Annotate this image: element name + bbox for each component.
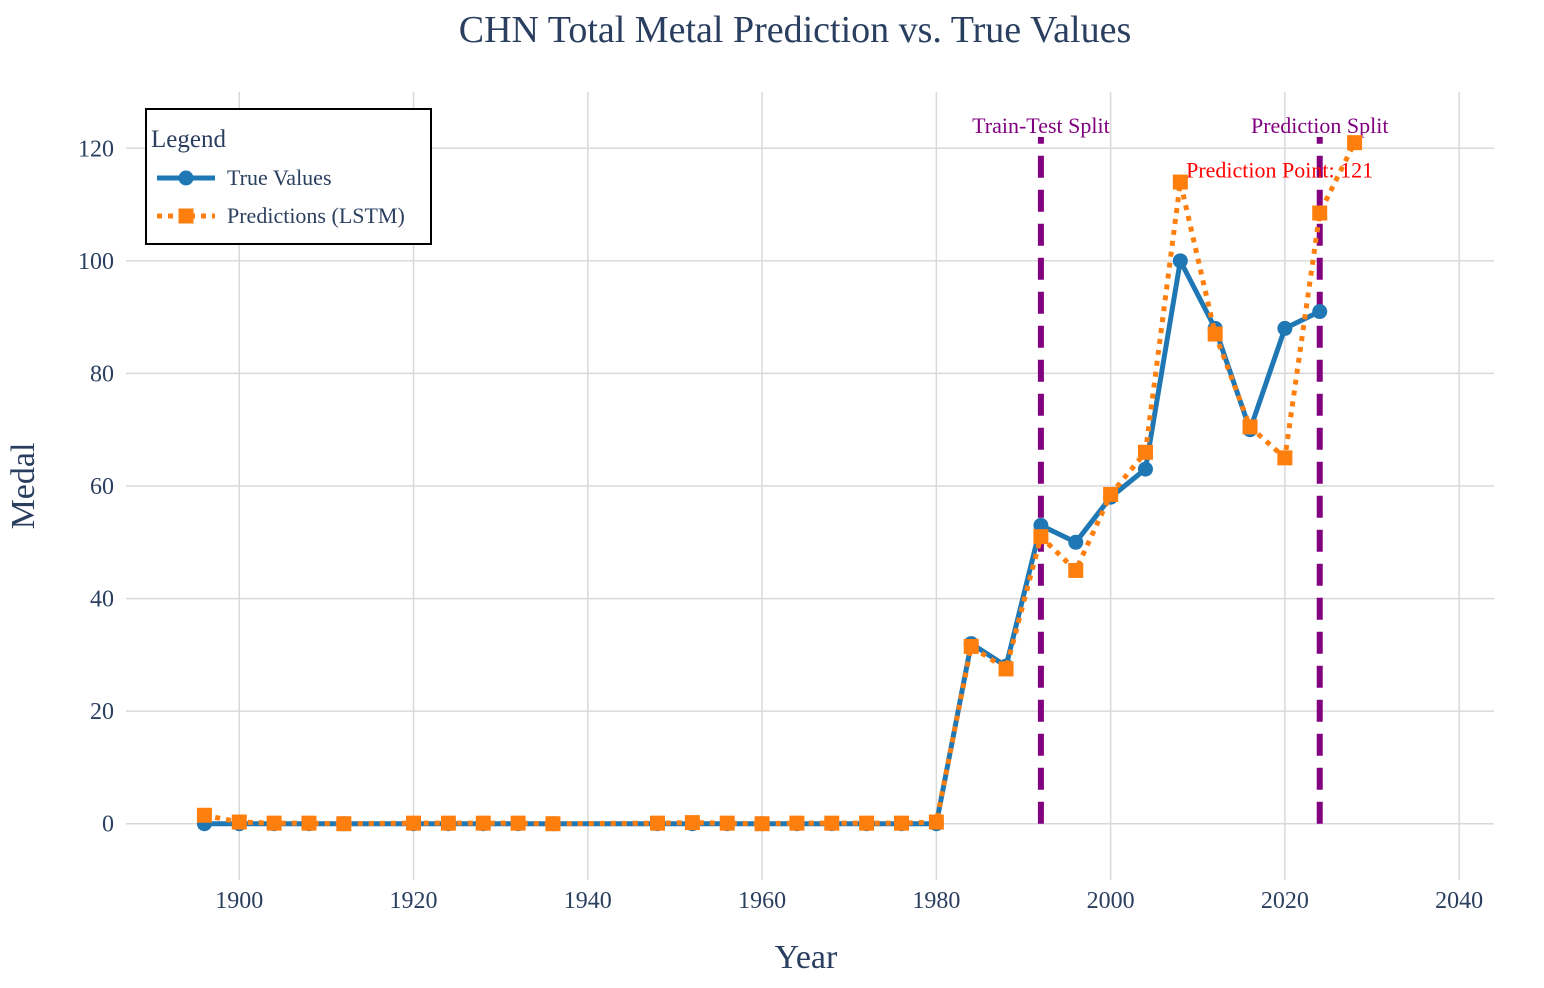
legend[interactable]: Legend True Values Predictions (LSTM): [145, 108, 432, 245]
data-point: [301, 815, 317, 831]
data-point: [1172, 253, 1188, 269]
x-tick-label: 1980: [912, 888, 960, 914]
data-point: [196, 807, 212, 823]
data-point: [684, 815, 700, 831]
legend-title: Legend: [151, 126, 226, 153]
data-point: [1137, 444, 1153, 460]
legend-swatch-marker: [178, 208, 194, 224]
x-tick-label: 1920: [390, 888, 438, 914]
data-point: [1207, 326, 1223, 342]
split-line-label: Prediction Split: [1251, 113, 1389, 138]
data-point: [1172, 174, 1188, 190]
data-point: [963, 638, 979, 654]
data-point: [650, 815, 666, 831]
data-point: [1103, 486, 1119, 502]
data-point: [1068, 562, 1084, 578]
data-point: [510, 815, 526, 831]
y-tick-label: 100: [78, 249, 114, 275]
legend-item-label: Predictions (LSTM): [227, 203, 405, 228]
annotations: Prediction Point: 121: [1186, 158, 1373, 183]
data-point: [1033, 517, 1049, 533]
grid: [126, 92, 1494, 880]
x-tick-label: 2040: [1435, 888, 1483, 914]
data-point: [1137, 461, 1153, 477]
data-point: [1312, 205, 1328, 221]
tick-labels: 1900 1920 1940 1960 1980 2000 2020 204002040608…: [78, 136, 1483, 914]
vertical-split-lines: Train-Test Split Prediction Split: [972, 113, 1388, 824]
data-point: [1277, 320, 1293, 336]
data-point: [754, 816, 770, 832]
y-tick-label: 120: [78, 136, 114, 162]
x-axis-title: Year: [775, 939, 838, 976]
data-point: [440, 815, 456, 831]
data-point: [893, 815, 909, 831]
data-point: [1347, 135, 1363, 151]
x-tick-label: 2020: [1261, 888, 1309, 914]
x-tick-label: 2000: [1087, 888, 1135, 914]
legend-item-true-values[interactable]: True Values: [157, 165, 332, 190]
series-group: [196, 135, 1363, 832]
data-point: [1033, 529, 1049, 545]
legend-item-predictions[interactable]: Predictions (LSTM): [157, 203, 405, 228]
y-tick-label: 40: [90, 587, 114, 613]
data-point: [1312, 304, 1328, 320]
data-point: [928, 814, 944, 830]
prediction-point-annotation: Prediction Point: 121: [1186, 158, 1373, 183]
chart-title: CHN Total Metal Prediction vs. True Valu…: [459, 9, 1132, 51]
data-point: [998, 661, 1014, 677]
data-point: [1277, 450, 1293, 466]
x-tick-label: 1900: [215, 888, 263, 914]
y-tick-label: 60: [90, 474, 114, 500]
data-point: [475, 815, 491, 831]
data-point: [1068, 534, 1084, 550]
y-tick-label: 0: [102, 812, 114, 838]
data-point: [719, 815, 735, 831]
data-point: [406, 815, 422, 831]
data-point: [336, 816, 352, 832]
data-point: [824, 815, 840, 831]
y-axis-title: Medal: [5, 443, 42, 530]
data-point: [789, 815, 805, 831]
legend-swatch-marker: [178, 170, 194, 186]
data-point: [231, 814, 247, 830]
x-tick-label: 1940: [564, 888, 612, 914]
series-predictions: [196, 135, 1363, 832]
data-point: [545, 816, 561, 832]
data-point: [1242, 419, 1258, 435]
legend-item-label: True Values: [227, 165, 332, 190]
data-point: [859, 815, 875, 831]
split-line-label: Train-Test Split: [972, 113, 1110, 138]
y-tick-label: 80: [90, 361, 114, 387]
y-tick-label: 20: [90, 699, 114, 725]
x-tick-label: 1960: [738, 888, 786, 914]
data-point: [266, 815, 282, 831]
